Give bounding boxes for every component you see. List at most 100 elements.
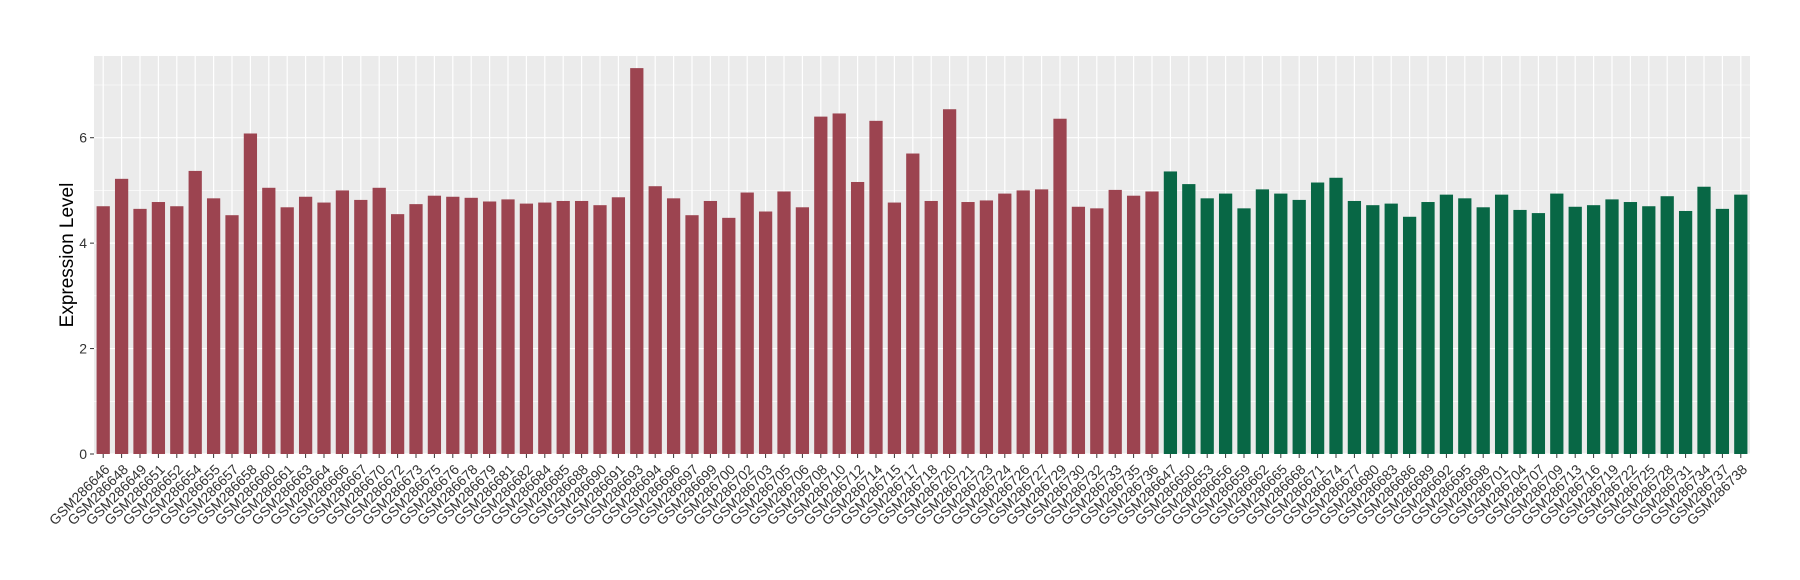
bar-GSM286701 — [1494, 194, 1509, 454]
bar-GSM286702 — [740, 192, 754, 454]
bar-GSM286721 — [961, 202, 975, 454]
bar-GSM286656 — [1218, 193, 1233, 454]
bar-GSM286689 — [1421, 202, 1435, 454]
bar-GSM286673 — [409, 204, 423, 454]
bar-GSM286690 — [593, 205, 607, 454]
bar-GSM286660 — [262, 187, 276, 455]
bar-GSM286710 — [832, 113, 846, 455]
bar-GSM286648 — [114, 178, 129, 454]
bar-GSM286731 — [1678, 210, 1693, 454]
bar-GSM286734 — [1697, 186, 1711, 455]
bar-GSM286659 — [1237, 208, 1251, 454]
bar-GSM286657 — [225, 215, 239, 454]
bar-GSM286698 — [1476, 207, 1490, 454]
bar-GSM286729 — [1053, 118, 1067, 454]
bar-GSM286679 — [482, 201, 497, 454]
bar-GSM286696 — [666, 198, 681, 454]
bar-GSM286736 — [1145, 191, 1159, 455]
bar-GSM286738 — [1734, 194, 1748, 454]
bar-GSM286684 — [538, 202, 552, 454]
bar-GSM286677 — [1347, 200, 1362, 454]
y-tick-label: 2 — [79, 341, 87, 357]
bar-GSM286647 — [1163, 171, 1178, 454]
bar-GSM286681 — [501, 199, 515, 454]
bar-GSM286706 — [795, 207, 810, 454]
bar-GSM286655 — [206, 198, 221, 454]
bar-GSM286680 — [1366, 205, 1380, 454]
bar-GSM286661 — [280, 207, 294, 454]
bar-GSM286728 — [1660, 196, 1674, 454]
bar-GSM286720 — [942, 109, 957, 455]
bar-GSM286691 — [611, 197, 626, 454]
bar-GSM286714 — [869, 120, 883, 454]
bar-GSM286724 — [998, 193, 1012, 454]
bar-GSM286651 — [151, 202, 166, 454]
bar-GSM286718 — [924, 200, 938, 454]
bar-GSM286676 — [446, 196, 460, 454]
bar-GSM286730 — [1071, 206, 1086, 454]
bar-GSM286654 — [188, 170, 202, 455]
bar-GSM286649 — [133, 208, 147, 454]
bar-GSM286700 — [722, 217, 736, 454]
bar-GSM286668 — [1292, 199, 1306, 454]
bar-GSM286727 — [1034, 189, 1049, 454]
bar-GSM286716 — [1586, 205, 1601, 454]
bar-GSM286712 — [850, 181, 865, 455]
bar-GSM286670 — [372, 187, 386, 455]
bar-GSM286653 — [1200, 198, 1214, 454]
bar-GSM286717 — [906, 153, 920, 454]
bar-GSM286697 — [685, 215, 699, 454]
minor-gridlines — [94, 84, 1750, 402]
bar-GSM286699 — [703, 200, 718, 454]
bar-GSM286682 — [519, 203, 534, 454]
bar-GSM286665 — [1274, 193, 1288, 454]
bar-GSM286709 — [1550, 193, 1564, 454]
bar-GSM286704 — [1513, 209, 1527, 454]
bar-GSM286695 — [1458, 198, 1472, 454]
bar-GSM286693 — [630, 68, 644, 455]
bar-GSM286722 — [1623, 202, 1638, 454]
bar-GSM286646 — [96, 206, 110, 454]
y-axis: 0 2 4 6 — [79, 130, 94, 462]
bar-GSM286683 — [1384, 203, 1398, 454]
bar-GSM286692 — [1439, 194, 1454, 454]
bar-GSM286733 — [1108, 189, 1122, 454]
bar-GSM286685 — [556, 200, 570, 454]
bar-GSM286658 — [243, 133, 258, 455]
bar-GSM286703 — [758, 211, 773, 454]
bar-GSM286652 — [170, 206, 184, 454]
x-axis: GSM286646GSM286648GSM286649GSM286651GSM2… — [46, 454, 1750, 528]
bar-GSM286672 — [390, 214, 405, 454]
bar-GSM286735 — [1126, 195, 1141, 454]
bar-GSM286688 — [574, 200, 589, 454]
bar-GSM286732 — [1090, 208, 1104, 454]
bar-GSM286726 — [1016, 190, 1030, 455]
bar-GSM286723 — [979, 200, 994, 454]
y-tick-label: 4 — [79, 235, 87, 251]
bar-GSM286662 — [1255, 189, 1270, 454]
bar-GSM286715 — [887, 202, 902, 454]
bar-GSM286705 — [777, 191, 791, 455]
y-tick-label: 6 — [79, 130, 87, 146]
bar-GSM286708 — [814, 116, 828, 455]
y-axis-title: Expression Level — [57, 183, 78, 328]
bar-GSM286675 — [427, 195, 442, 454]
bar-GSM286667 — [354, 199, 368, 454]
bar-GSM286664 — [317, 202, 331, 454]
bar-GSM286663 — [298, 196, 313, 454]
plot-panel — [94, 56, 1750, 454]
bar-GSM286707 — [1531, 213, 1546, 454]
bar-GSM286737 — [1715, 208, 1730, 454]
bar-GSM286686 — [1402, 216, 1417, 454]
bar-GSM286671 — [1310, 182, 1325, 454]
y-tick-label: 0 — [79, 446, 87, 462]
bar-GSM286725 — [1642, 206, 1656, 454]
bar-GSM286678 — [464, 197, 478, 455]
bar-GSM286694 — [648, 186, 662, 454]
bar-GSM286666 — [335, 190, 350, 455]
bar-GSM286719 — [1605, 199, 1619, 454]
bar-GSM286674 — [1329, 177, 1343, 454]
bars — [96, 68, 1748, 455]
bar-GSM286650 — [1182, 184, 1196, 454]
